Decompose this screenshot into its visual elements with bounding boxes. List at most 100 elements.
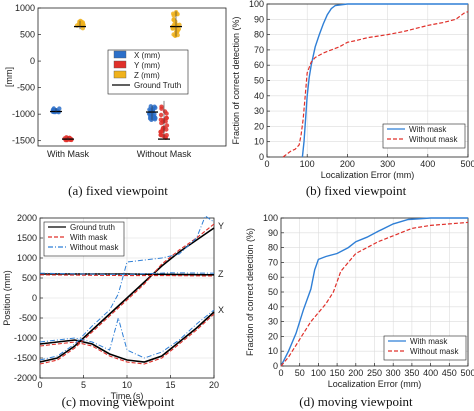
series-with-mask-z bbox=[39, 274, 215, 277]
data-point bbox=[158, 112, 164, 118]
y-tick-label: -1000 bbox=[12, 109, 35, 119]
legend-entry: Ground truth bbox=[70, 223, 115, 232]
data-point bbox=[150, 107, 156, 112]
x-tick-label: 500 bbox=[460, 159, 474, 169]
x-tick-label: 150 bbox=[330, 368, 345, 378]
chart-a: 1000 500 0 -500 -1000 -1500 [mm] With Mask Witho… bbox=[4, 3, 227, 159]
axes-frame bbox=[37, 7, 227, 147]
caption-c: (c) moving viewpoint bbox=[62, 394, 175, 409]
y-tick-label: 40 bbox=[268, 302, 278, 312]
y-tick-label: 1500 bbox=[17, 233, 37, 243]
data-point bbox=[162, 134, 167, 140]
x-tick-label: 100 bbox=[300, 159, 315, 169]
series-with-mask-x bbox=[39, 313, 215, 365]
data-point bbox=[171, 32, 176, 37]
y-tick-label: 0 bbox=[259, 152, 264, 162]
y-tick-label: 60 bbox=[254, 60, 264, 70]
chart-b: 0 10 20 30 40 50 60 70 80 90 100 0 100 200 300 400 500 Lo… bbox=[231, 0, 474, 180]
x-tick-label: 350 bbox=[404, 368, 419, 378]
axes-frame bbox=[39, 217, 215, 379]
x-tick-label: 500 bbox=[460, 368, 474, 378]
data-point bbox=[174, 11, 179, 17]
x-axis-label: Localization Error (mm) bbox=[321, 170, 415, 180]
legend-entry: Without mask bbox=[70, 243, 119, 252]
legend-entry: Without mask bbox=[410, 347, 459, 356]
axis-annotation: X bbox=[218, 305, 224, 315]
legend-entry: With mask bbox=[409, 125, 447, 134]
y-tick-label: 70 bbox=[254, 45, 264, 55]
data-point bbox=[159, 106, 164, 111]
y-tick-label: 30 bbox=[254, 106, 264, 116]
data-point bbox=[175, 32, 180, 38]
data-point bbox=[164, 123, 170, 128]
x-tick-label: 50 bbox=[295, 368, 305, 378]
y-axis-label: Fraction of correct detection (%) bbox=[231, 16, 241, 144]
x-tick-label: 300 bbox=[386, 368, 401, 378]
y-tick-label: 1000 bbox=[15, 3, 35, 13]
axes-frame bbox=[280, 217, 469, 367]
data-point bbox=[164, 115, 169, 121]
y-tick-label: -1000 bbox=[14, 333, 37, 343]
legend-entry: X (mm) bbox=[134, 51, 161, 60]
y-axis-label: Fraction of correct detection (%) bbox=[245, 228, 255, 356]
y-tick-label: 1000 bbox=[17, 253, 37, 263]
y-tick-label: 50 bbox=[254, 76, 264, 86]
x-tick-label: 10 bbox=[122, 380, 132, 390]
legend-entry: With mask bbox=[410, 337, 448, 346]
x-tick-label: 0 bbox=[278, 368, 283, 378]
x-tick-label: 20 bbox=[209, 380, 219, 390]
y-tick-label: 80 bbox=[254, 30, 264, 40]
x-tick-label: 0 bbox=[37, 380, 42, 390]
category-label: With Mask bbox=[47, 149, 90, 159]
legend-box bbox=[382, 123, 466, 149]
data-point bbox=[151, 114, 157, 119]
y-tick-label: 500 bbox=[20, 30, 35, 40]
series-ground-truth-x bbox=[39, 311, 215, 363]
data-point bbox=[51, 106, 56, 111]
legend-box bbox=[383, 335, 467, 361]
legend-swatch bbox=[113, 50, 127, 59]
legend-entry: Ground Truth bbox=[134, 81, 181, 90]
data-point bbox=[148, 114, 153, 119]
x-axis-label: Time (s) bbox=[111, 391, 144, 401]
y-tick-label: 10 bbox=[254, 137, 264, 147]
x-tick-label: 5 bbox=[81, 380, 86, 390]
category-label: Without Mask bbox=[137, 149, 192, 159]
x-tick-label: 15 bbox=[165, 380, 175, 390]
y-axis-label: Position (mm) bbox=[2, 270, 12, 326]
y-tick-label: 20 bbox=[268, 331, 278, 341]
x-tick-label: 200 bbox=[340, 159, 355, 169]
y-tick-label: 50 bbox=[268, 287, 278, 297]
legend-swatch bbox=[113, 70, 127, 79]
legend-entry: With mask bbox=[70, 233, 108, 242]
series-without-mask bbox=[280, 221, 469, 367]
caption-d: (d) moving viewpoint bbox=[299, 394, 413, 409]
y-tick-label: 60 bbox=[268, 272, 278, 282]
series-without-mask-x bbox=[39, 309, 215, 359]
legend-entry: Y (mm) bbox=[134, 61, 160, 70]
series-with-mask-y bbox=[39, 223, 215, 365]
legend-box bbox=[43, 221, 125, 257]
y-tick-label: -1500 bbox=[14, 353, 37, 363]
y-tick-label: 100 bbox=[263, 213, 278, 223]
legend-entry: Z (mm) bbox=[134, 71, 160, 80]
data-point bbox=[176, 26, 182, 32]
x-tick-label: 200 bbox=[348, 368, 363, 378]
caption-a: (a) fixed viewpoint bbox=[68, 183, 168, 198]
y-tick-label: 0 bbox=[32, 293, 37, 303]
caption-b: (b) fixed viewpoint bbox=[306, 183, 407, 198]
y-tick-label: 100 bbox=[249, 0, 264, 9]
series-with-mask bbox=[301, 3, 468, 158]
data-point bbox=[79, 20, 85, 26]
y-tick-label: 30 bbox=[268, 317, 278, 327]
y-tick-label: 20 bbox=[254, 121, 264, 131]
axis-annotation: Z bbox=[218, 269, 224, 279]
chart-d: 0 10 20 30 40 50 60 70 80 90 100 0 50 100 150 200 250 300… bbox=[245, 213, 474, 389]
y-tick-label: -1500 bbox=[12, 136, 35, 146]
x-tick-label: 0 bbox=[264, 159, 269, 169]
x-axis-label: Localization Error (mm) bbox=[328, 379, 422, 389]
x-tick-label: 450 bbox=[442, 368, 457, 378]
data-point bbox=[171, 11, 176, 16]
data-point bbox=[147, 107, 152, 112]
